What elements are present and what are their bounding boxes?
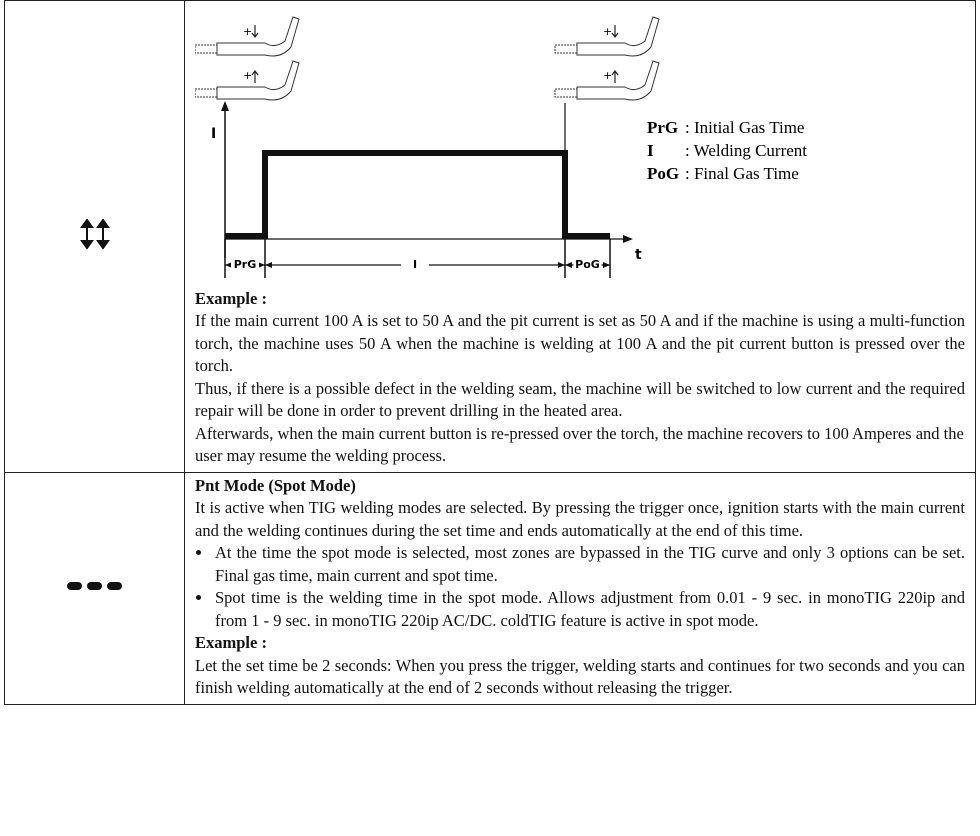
legend-desc: : Welding Current [685, 141, 807, 160]
plus-sign: + [243, 25, 252, 38]
legend-abbr: PoG [647, 164, 679, 183]
torch-cable [194, 88, 218, 98]
segment-arrow [565, 262, 572, 268]
torch-cable [554, 88, 578, 98]
segment-label-bg [231, 255, 259, 271]
y-axis-label: I [211, 126, 216, 142]
example-heading: Example : [195, 633, 267, 652]
bullet: Spot time is the welding time in the spo… [213, 587, 965, 632]
segment-arrow [558, 262, 565, 268]
welding-diagram: + + + + It PrG I PoG PrG : Initial Gas Time I : Wel… [194, 16, 807, 278]
plus-sign: + [603, 25, 612, 38]
segment-arrow [603, 262, 610, 268]
four-stroke-icon [79, 218, 110, 250]
segment-arrow [225, 262, 232, 268]
current-waveform [225, 150, 610, 239]
press-arrow [251, 70, 259, 83]
plus-sign: + [603, 69, 612, 82]
icon-cell [4, 471, 185, 705]
table-row: Pnt Mode (Spot Mode) It is active when T… [4, 471, 976, 705]
segment-label: PrG [234, 258, 257, 271]
torch-body [576, 16, 660, 57]
spot-mode-icon [66, 581, 122, 590]
bullet: At the time the spot mode is selected, m… [213, 542, 965, 587]
legend-desc: : Initial Gas Time [685, 118, 804, 137]
torch-body [576, 60, 660, 101]
content-cell: Pnt Mode (Spot Mode) It is active when T… [184, 471, 976, 705]
paragraph: Let the set time be 2 seconds: When you … [195, 655, 965, 698]
torch-body [216, 60, 300, 101]
press-arrow [611, 70, 619, 83]
legend-abbr: PrG [647, 118, 678, 137]
x-arrow [623, 235, 633, 243]
bullet-list: At the time the spot mode is selected, m… [195, 542, 965, 632]
icon-cell [4, 0, 185, 473]
legend-desc: : Final Gas Time [685, 164, 799, 183]
y-arrow [221, 101, 229, 111]
press-arrow [251, 25, 259, 38]
segment-label: I [413, 258, 417, 271]
segment-label-bg [401, 255, 429, 271]
torch-cable [194, 44, 218, 54]
torch-cable [554, 44, 578, 54]
torch-body [216, 16, 300, 57]
paragraph: Thus, if there is a possible defect in t… [195, 378, 965, 421]
section-heading: Pnt Mode (Spot Mode) [195, 475, 356, 495]
segment-arrow [265, 262, 272, 268]
paragraph: If the main current 100 A is set to 50 A… [195, 311, 965, 375]
example-heading: Example : [195, 288, 267, 308]
plus-sign: + [243, 69, 252, 82]
segment-arrow [258, 262, 265, 268]
press-arrow [611, 25, 619, 38]
x-axis-label: t [635, 247, 642, 263]
legend-abbr: I [647, 141, 654, 160]
paragraph: It is active when TIG welding modes are … [195, 498, 965, 540]
paragraph: Afterwards, when the main current button… [195, 423, 964, 466]
segment-label-bg [573, 255, 602, 271]
segment-label: PoG [575, 258, 600, 271]
